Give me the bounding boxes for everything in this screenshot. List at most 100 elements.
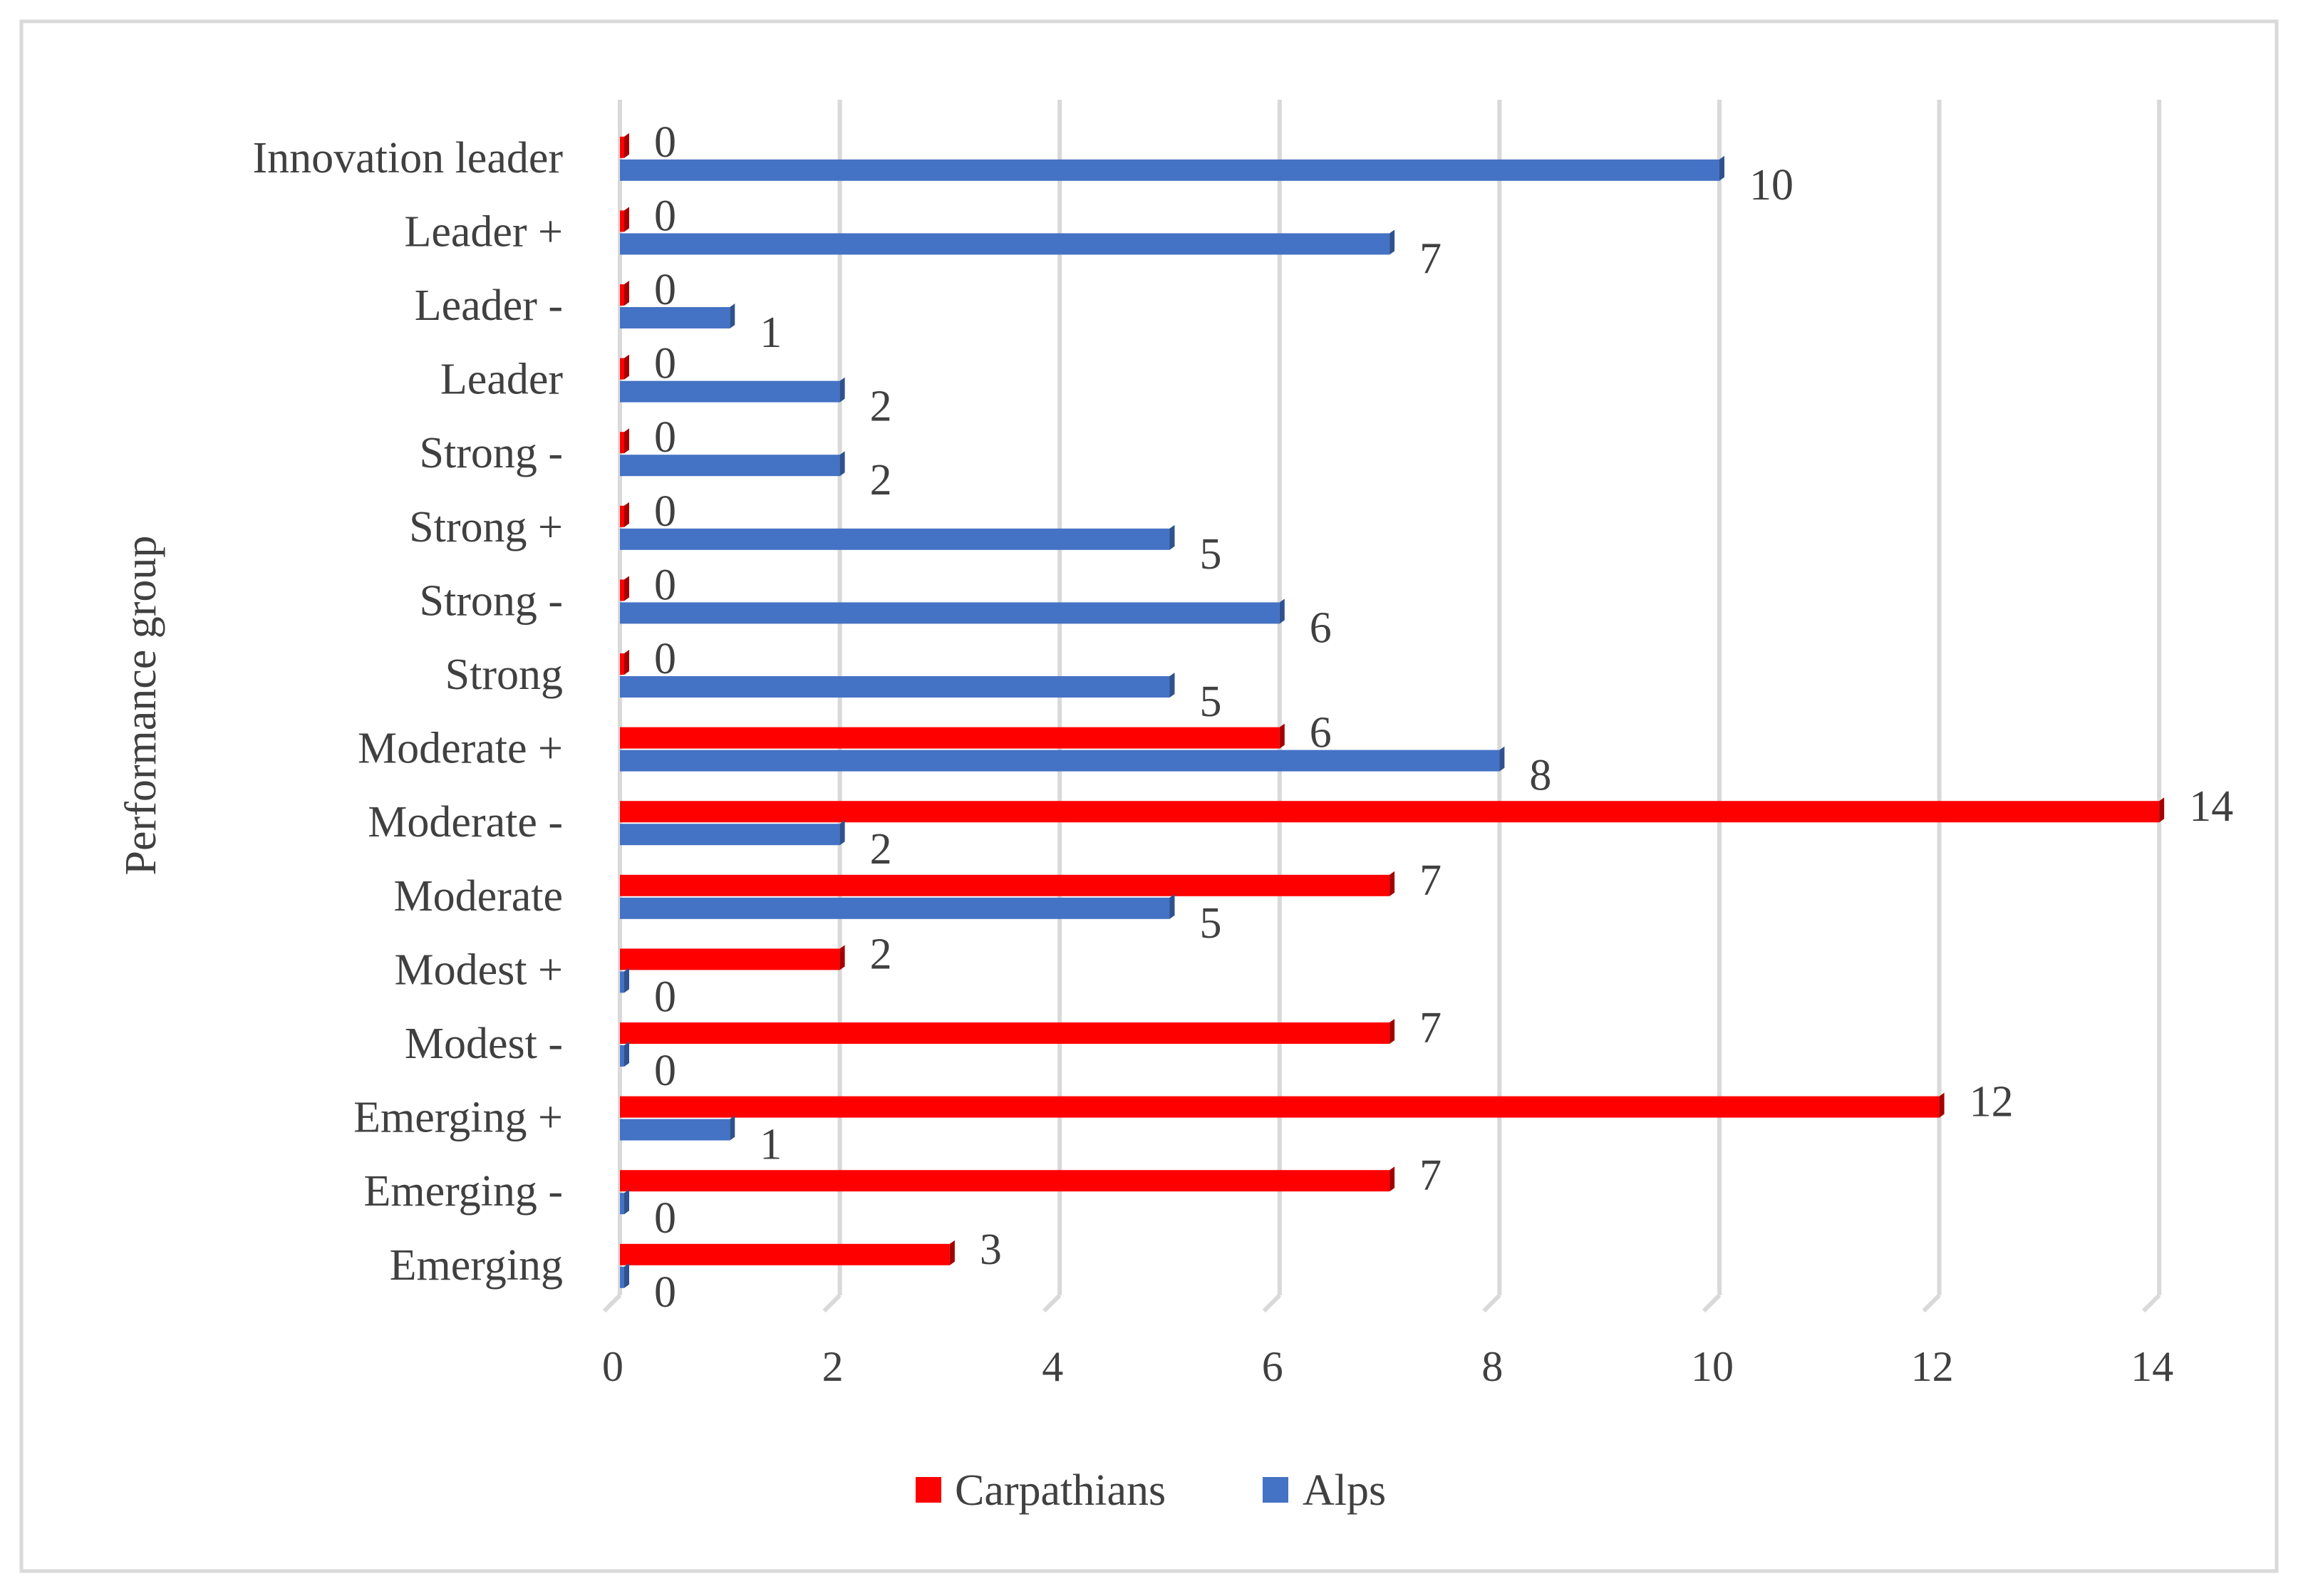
- bar-alps-end: [839, 820, 845, 846]
- data-label-alps: 7: [1419, 234, 1442, 283]
- bar-carpathians-end: [1389, 871, 1395, 896]
- bar-carpathians: [620, 727, 1280, 749]
- data-label-alps: 0: [654, 1194, 676, 1243]
- gridline: [1922, 1293, 1941, 1313]
- bar-alps-end: [624, 1042, 629, 1067]
- gridline: [2142, 1293, 2161, 1313]
- data-label-alps: 2: [870, 456, 892, 504]
- bar-alps-end: [730, 304, 735, 328]
- legend-swatch-carpathians: [916, 1477, 941, 1503]
- bar-alps-end: [730, 1115, 735, 1141]
- bar-alps-end: [624, 968, 629, 993]
- data-label-alps: 2: [870, 383, 892, 431]
- category-label: Emerging +: [353, 1094, 563, 1142]
- y-axis-title: Performance group: [117, 536, 165, 876]
- chart-border: [19, 19, 2279, 1573]
- bar-carpathians: [620, 358, 624, 380]
- legend-label-carpathians: Carpathians: [955, 1466, 1166, 1515]
- category-label: Innovation leader: [252, 134, 563, 182]
- data-label-carpathians: 0: [654, 118, 676, 167]
- data-label-alps: 1: [760, 1121, 782, 1169]
- x-tick-label: 12: [1911, 1343, 1954, 1390]
- data-label-carpathians: 6: [1310, 709, 1332, 757]
- bars: [620, 133, 2165, 1288]
- bar-alps: [620, 380, 840, 403]
- data-label-carpathians: 0: [654, 192, 676, 240]
- data-label-alps: 5: [1200, 530, 1222, 579]
- category-label: Strong -: [420, 429, 564, 477]
- data-label-alps: 10: [1749, 161, 1794, 209]
- data-label-carpathians: 0: [654, 561, 676, 609]
- category-label: Modest +: [395, 945, 563, 994]
- bar-carpathians: [620, 801, 2160, 823]
- x-tick-labels: 0 2 4 6 8 10 12 14: [602, 1343, 2173, 1390]
- bar-alps-end: [1719, 155, 1724, 181]
- bar-carpathians-end: [624, 502, 629, 527]
- bar-carpathians: [620, 1096, 1940, 1118]
- category-label: Modest -: [405, 1020, 563, 1068]
- bar-carpathians: [620, 653, 624, 675]
- data-label-alps: 2: [870, 825, 892, 874]
- bar-alps: [620, 307, 730, 328]
- bar-carpathians-end: [624, 281, 629, 306]
- bar-carpathians-end: [1389, 1019, 1395, 1044]
- bar-carpathians-end: [2159, 797, 2165, 823]
- bar-carpathians: [620, 432, 624, 454]
- data-label-carpathians: 0: [654, 487, 676, 536]
- bar-carpathians: [620, 284, 624, 306]
- bar-alps-end: [1499, 746, 1505, 772]
- data-label-carpathians: 3: [980, 1226, 1002, 1274]
- data-label-alps: 6: [1310, 603, 1332, 652]
- category-label: Leader: [440, 356, 563, 404]
- bar-alps: [620, 750, 1500, 772]
- bar-carpathians: [620, 1022, 1390, 1044]
- bar-carpathians-end: [1389, 1166, 1395, 1192]
- bar-carpathians-end: [1279, 723, 1285, 749]
- data-label-carpathians: 7: [1419, 1004, 1442, 1052]
- x-tick-label: 6: [1262, 1343, 1283, 1390]
- bar-carpathians: [620, 210, 624, 232]
- bar-carpathians-end: [624, 428, 629, 454]
- data-label-alps: 0: [654, 973, 676, 1021]
- legend-swatch-alps: [1263, 1477, 1288, 1503]
- bar-carpathians-end: [949, 1240, 955, 1265]
- bar-alps: [620, 1193, 624, 1215]
- x-tick-label: 2: [822, 1343, 844, 1390]
- legend: Carpathians Alps: [916, 1466, 1386, 1515]
- bar-carpathians: [620, 874, 1390, 896]
- data-label-carpathians: 0: [654, 635, 676, 683]
- bar-alps-end: [1389, 229, 1395, 255]
- bar-carpathians: [620, 1170, 1390, 1192]
- bar-alps-end: [1169, 524, 1175, 550]
- gridline: [1482, 1293, 1501, 1313]
- gridline: [822, 1293, 842, 1313]
- bar-alps: [620, 1045, 624, 1067]
- x-tick-label: 0: [602, 1343, 623, 1390]
- gridline: [1702, 1293, 1722, 1313]
- data-label-alps: 5: [1200, 899, 1222, 948]
- bar-alps-end: [624, 1263, 629, 1288]
- bar-alps-end: [1169, 673, 1175, 698]
- bar-carpathians-end: [839, 945, 845, 970]
- bar-alps-end: [839, 377, 845, 403]
- bar-carpathians-end: [624, 576, 629, 601]
- data-label-alps: 5: [1200, 678, 1222, 726]
- bar-alps: [620, 159, 1719, 181]
- gridline: [1042, 1293, 1062, 1313]
- x-tick-label: 10: [1691, 1343, 1734, 1390]
- bar-carpathians: [620, 579, 624, 601]
- bar-carpathians-end: [624, 650, 629, 675]
- data-label-carpathians: 7: [1419, 856, 1442, 905]
- bar-carpathians-end: [624, 354, 629, 380]
- category-label: Emerging: [390, 1241, 563, 1290]
- data-label-carpathians: 12: [1970, 1078, 2014, 1126]
- data-label-carpathians: 14: [2189, 782, 2233, 831]
- bar-carpathians: [620, 136, 624, 158]
- bar-alps-end: [624, 1189, 629, 1215]
- data-label-alps: 8: [1529, 752, 1551, 800]
- bar-alps: [620, 528, 1170, 550]
- category-label: Moderate: [393, 872, 563, 921]
